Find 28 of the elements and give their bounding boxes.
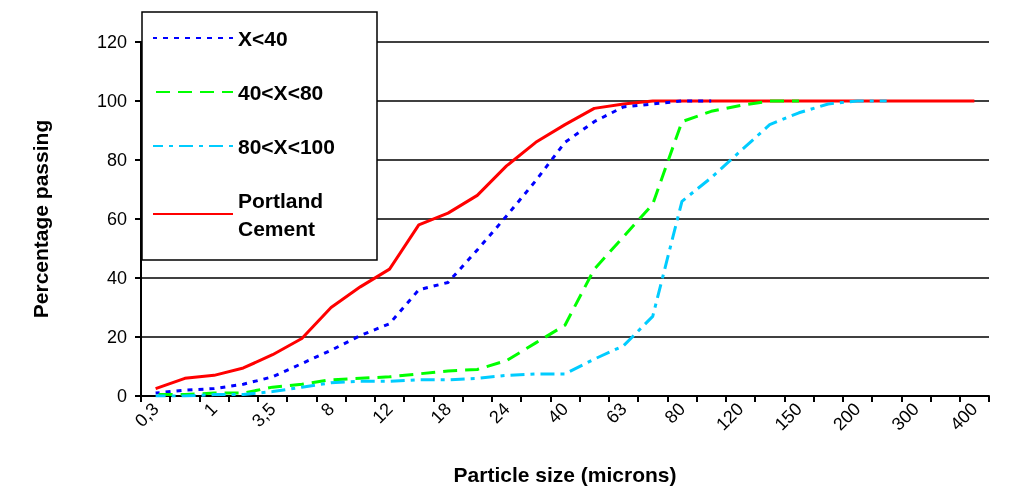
y-tick-label: 120 <box>96 32 127 52</box>
legend-label: X<40 <box>238 26 288 50</box>
x-tick-label: 63 <box>602 398 631 428</box>
x-tick-label: 400 <box>946 398 982 435</box>
x-tick-label: 0,3 <box>130 398 163 431</box>
y-tick-label: 40 <box>106 268 127 288</box>
x-tick-label: 8 <box>316 398 339 421</box>
y-tick-label: 80 <box>106 150 127 170</box>
legend-label: 40<X<80 <box>238 80 324 104</box>
x-tick-label: 12 <box>368 398 397 428</box>
y-tick-label: 0 <box>116 386 127 406</box>
x-tick-label: 80 <box>660 398 690 428</box>
x-tick-label: 150 <box>770 398 806 435</box>
x-tick-label: 40 <box>543 398 573 428</box>
y-tick-label: 60 <box>106 209 127 229</box>
x-axis-title: Particle size (microns) <box>453 463 677 486</box>
x-tick-label: 3,5 <box>247 398 280 431</box>
legend-label: Portland Cement <box>238 188 330 240</box>
x-tick-label: 200 <box>829 398 865 435</box>
x-tick-label: 300 <box>887 398 923 435</box>
x-tick-label: 120 <box>712 398 748 435</box>
x-tick-label: 24 <box>485 398 514 428</box>
legend-label: 80<X<100 <box>238 134 335 158</box>
x-tick-label: 18 <box>426 398 456 428</box>
y-axis-title: Percentage passing <box>29 119 52 319</box>
y-tick-label: 100 <box>96 91 127 111</box>
x-tick-label: 1 <box>199 398 222 421</box>
y-tick-label: 20 <box>106 327 127 347</box>
